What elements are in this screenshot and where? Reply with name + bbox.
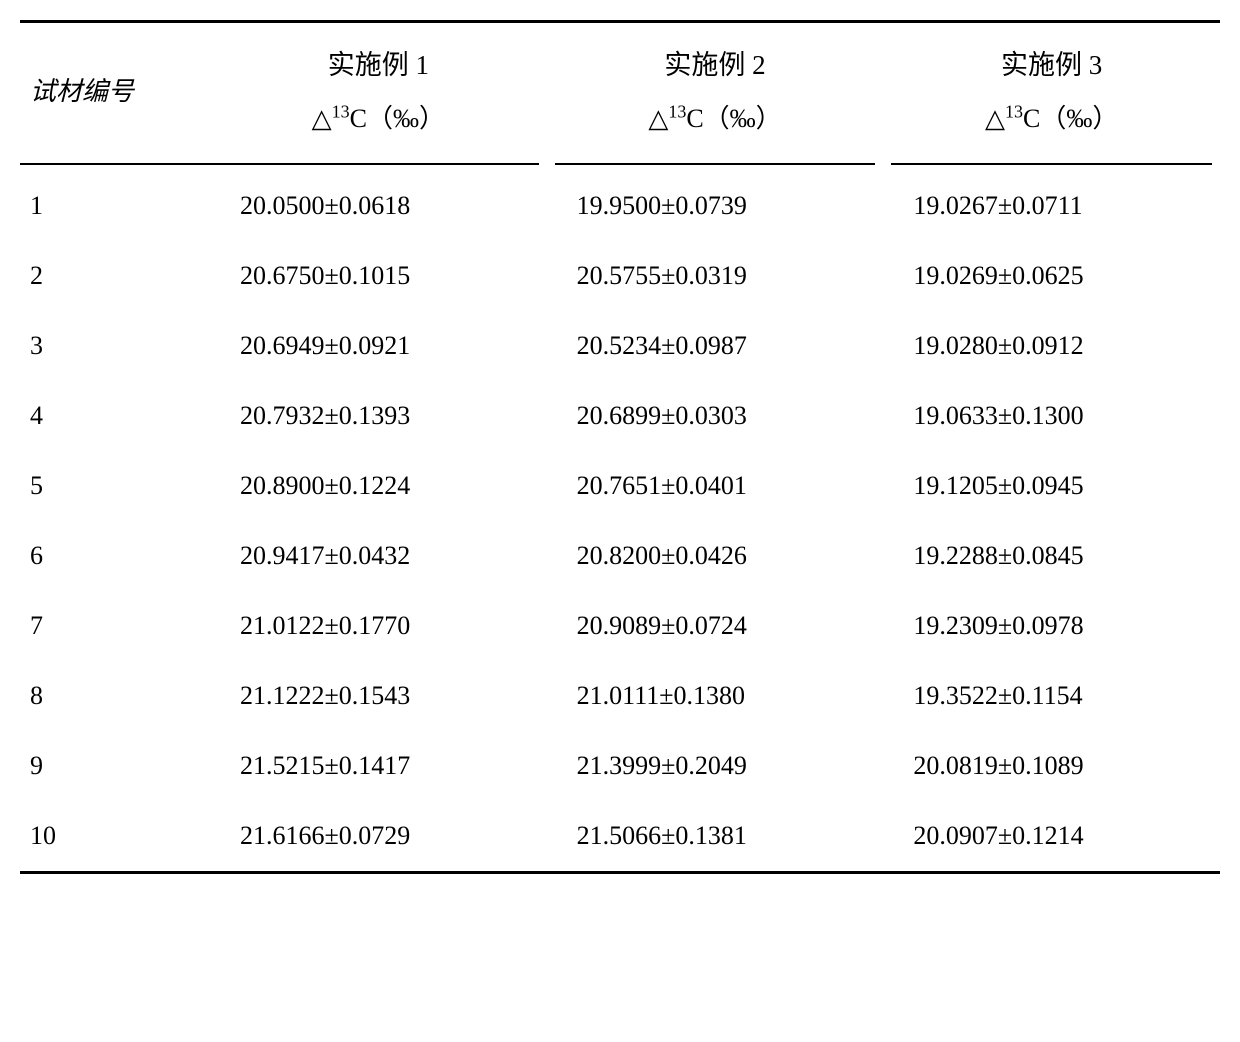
cell-value: 21.0111±0.1380 [577, 681, 745, 710]
cell-value: 20.8900±0.1224 [240, 471, 410, 500]
data-cell: 20.0500±0.0618 [210, 163, 547, 241]
data-cell: 20.5755±0.0319 [547, 241, 884, 311]
table-row: 3 20.6949±0.0921 20.5234±0.0987 19.0280±0.0… [20, 311, 1220, 381]
cell-value: 21.1222±0.1543 [240, 681, 410, 710]
cell-value: 21.6166±0.0729 [240, 821, 410, 850]
cell-value: 20.5234±0.0987 [577, 331, 747, 360]
data-cell: 20.8200±0.0426 [547, 521, 884, 591]
data-cell: 21.6166±0.0729 [210, 801, 547, 873]
cell-value: 20.5755±0.0319 [577, 261, 747, 290]
data-cell: 21.0111±0.1380 [547, 661, 884, 731]
row-id-cell: 1 [20, 163, 210, 241]
data-cell: 19.0633±0.1300 [883, 381, 1220, 451]
data-cell: 21.1222±0.1543 [210, 661, 547, 731]
data-cell: 20.0907±0.1214 [883, 801, 1220, 873]
cell-value: 20.9089±0.0724 [577, 611, 747, 640]
column-underline [891, 163, 1212, 165]
data-cell: 20.8900±0.1224 [210, 451, 547, 521]
cell-value: 19.0267±0.0711 [913, 191, 1082, 220]
cell-value: 21.5066±0.1381 [577, 821, 747, 850]
cell-value: 20.7651±0.0401 [577, 471, 747, 500]
data-cell: 20.6899±0.0303 [547, 381, 884, 451]
cell-value: 19.0280±0.0912 [913, 331, 1083, 360]
table-body: 1 20.0500±0.0618 19.9500±0.0739 19.0267±0.0… [20, 163, 1220, 873]
data-cell: 19.2288±0.0845 [883, 521, 1220, 591]
header-col-2: 实施例 2 △13C（‰） [547, 22, 884, 164]
header-col-1: 实施例 1 △13C（‰） [210, 22, 547, 164]
cell-value: 19.0269±0.0625 [913, 261, 1083, 290]
cell-value: 19.2309±0.0978 [913, 611, 1083, 640]
cell-value: 21.0122±0.1770 [240, 611, 410, 640]
table-row: 2 20.6750±0.1015 20.5755±0.0319 19.0269±0.0… [20, 241, 1220, 311]
row-id-cell: 5 [20, 451, 210, 521]
cell-value: 19.9500±0.0739 [577, 191, 747, 220]
table-row: 4 20.7932±0.1393 20.6899±0.0303 19.0633±0.1… [20, 381, 1220, 451]
data-cell: 20.7651±0.0401 [547, 451, 884, 521]
cell-value: 20.6949±0.0921 [240, 331, 410, 360]
header-col-2-top: 实施例 2 [557, 43, 874, 82]
row-id-cell: 9 [20, 731, 210, 801]
data-cell: 20.0819±0.1089 [883, 731, 1220, 801]
column-underline [218, 163, 539, 165]
data-cell: 20.6949±0.0921 [210, 311, 547, 381]
header-rowid-label: 试材编号 [30, 77, 134, 106]
data-cell: 21.3999±0.2049 [547, 731, 884, 801]
table-row: 7 21.0122±0.1770 20.9089±0.0724 19.2309±0.0… [20, 591, 1220, 661]
cell-value: 20.6899±0.0303 [577, 401, 747, 430]
data-cell: 20.5234±0.0987 [547, 311, 884, 381]
row-id-cell: 8 [20, 661, 210, 731]
row-id-cell: 4 [20, 381, 210, 451]
row-id-cell: 2 [20, 241, 210, 311]
cell-value: 19.3522±0.1154 [913, 681, 1082, 710]
column-underline [555, 163, 876, 165]
table-header-row: 试材编号 实施例 1 △13C（‰） 实施例 2 △13C（‰） 实施例 3 △… [20, 22, 1220, 164]
header-col-1-top: 实施例 1 [220, 43, 537, 82]
data-cell: 20.6750±0.1015 [210, 241, 547, 311]
table-row: 8 21.1222±0.1543 21.0111±0.1380 19.3522±0.1… [20, 661, 1220, 731]
data-cell: 20.9417±0.0432 [210, 521, 547, 591]
data-cell: 19.0280±0.0912 [883, 311, 1220, 381]
table-row: 9 21.5215±0.1417 21.3999±0.2049 20.0819±0.1… [20, 731, 1220, 801]
row-id-cell: 10 [20, 801, 210, 873]
cell-value: 19.2288±0.0845 [913, 541, 1083, 570]
data-cell: 19.9500±0.0739 [547, 163, 884, 241]
cell-value: 20.9417±0.0432 [240, 541, 410, 570]
cell-value: 20.0907±0.1214 [913, 821, 1083, 850]
cell-value: 21.3999±0.2049 [577, 751, 747, 780]
data-table: 试材编号 实施例 1 △13C（‰） 实施例 2 △13C（‰） 实施例 3 △… [20, 20, 1220, 874]
data-cell: 19.3522±0.1154 [883, 661, 1220, 731]
table-row: 6 20.9417±0.0432 20.8200±0.0426 19.2288±0.0… [20, 521, 1220, 591]
cell-value: 20.6750±0.1015 [240, 261, 410, 290]
header-col-3: 实施例 3 △13C（‰） [883, 22, 1220, 164]
data-cell: 19.2309±0.0978 [883, 591, 1220, 661]
header-col-1-bottom: △13C（‰） [220, 98, 537, 135]
data-cell: 19.1205±0.0945 [883, 451, 1220, 521]
cell-value: 20.0500±0.0618 [240, 191, 410, 220]
table-row: 10 21.6166±0.0729 21.5066±0.1381 20.0907±0.… [20, 801, 1220, 873]
header-col-3-bottom: △13C（‰） [893, 98, 1210, 135]
data-cell: 20.9089±0.0724 [547, 591, 884, 661]
data-cell: 21.0122±0.1770 [210, 591, 547, 661]
cell-value: 20.8200±0.0426 [577, 541, 747, 570]
cell-value: 20.7932±0.1393 [240, 401, 410, 430]
cell-value: 19.0633±0.1300 [913, 401, 1083, 430]
header-col-2-bottom: △13C（‰） [557, 98, 874, 135]
row-id-cell: 6 [20, 521, 210, 591]
data-cell: 20.7932±0.1393 [210, 381, 547, 451]
data-cell: 21.5215±0.1417 [210, 731, 547, 801]
header-col-3-top: 实施例 3 [893, 43, 1210, 82]
row-id-cell: 7 [20, 591, 210, 661]
row-id-cell: 3 [20, 311, 210, 381]
cell-value: 19.1205±0.0945 [913, 471, 1083, 500]
header-rowid: 试材编号 [20, 22, 210, 164]
data-cell: 19.0267±0.0711 [883, 163, 1220, 241]
cell-value: 20.0819±0.1089 [913, 751, 1083, 780]
table-row: 1 20.0500±0.0618 19.9500±0.0739 19.0267±0.0… [20, 163, 1220, 241]
table-row: 5 20.8900±0.1224 20.7651±0.0401 19.1205±0.0… [20, 451, 1220, 521]
data-cell: 19.0269±0.0625 [883, 241, 1220, 311]
cell-value: 21.5215±0.1417 [240, 751, 410, 780]
data-cell: 21.5066±0.1381 [547, 801, 884, 873]
column-underline [20, 163, 220, 165]
